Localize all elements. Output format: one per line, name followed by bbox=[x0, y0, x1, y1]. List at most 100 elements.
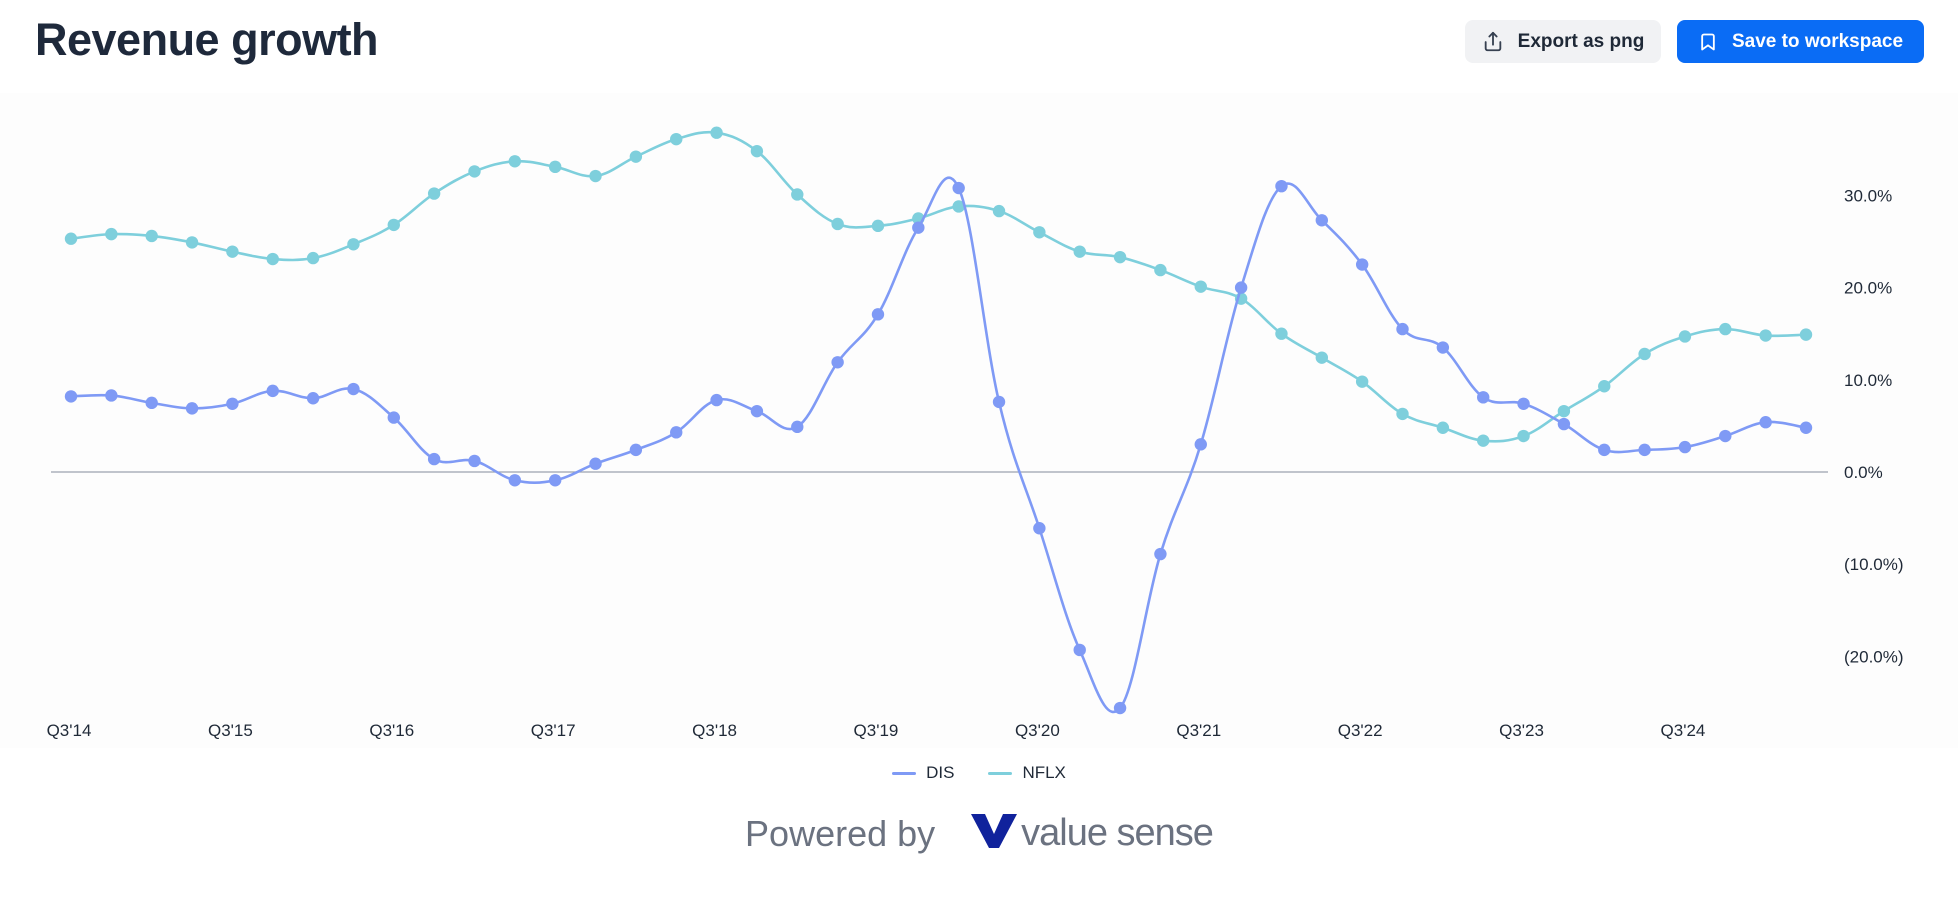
legend-swatch-dis bbox=[892, 771, 917, 775]
x-tick-label: Q3'20 bbox=[1015, 721, 1060, 740]
data-point-dis bbox=[1557, 417, 1571, 431]
data-point-dis bbox=[1598, 443, 1611, 457]
data-point-nflx bbox=[226, 245, 239, 258]
data-point-dis bbox=[226, 397, 239, 410]
data-point-nflx bbox=[1396, 407, 1409, 421]
data-point-nflx bbox=[710, 126, 723, 139]
data-point-dis bbox=[629, 443, 643, 457]
chart-legend: DIS NFLX bbox=[0, 763, 1958, 783]
data-point-dis bbox=[710, 393, 723, 407]
data-point-dis bbox=[1113, 701, 1127, 715]
data-point-dis bbox=[1759, 416, 1772, 429]
data-point-dis bbox=[1315, 214, 1329, 227]
data-point-dis bbox=[670, 426, 683, 439]
data-point-dis bbox=[1033, 522, 1046, 535]
data-point-nflx bbox=[1113, 250, 1127, 264]
x-tick-label: Q3'22 bbox=[1338, 721, 1383, 740]
powered-by-footer: Powered by value sense bbox=[0, 812, 1958, 855]
data-point-nflx bbox=[1557, 404, 1571, 418]
data-point-dis bbox=[266, 384, 279, 398]
data-point-nflx bbox=[1033, 226, 1046, 239]
legend-label-nflx: NFLX bbox=[1022, 763, 1066, 782]
data-point-nflx bbox=[64, 232, 78, 245]
data-point-nflx bbox=[1678, 330, 1692, 343]
powered-by-text: Powered by bbox=[745, 812, 936, 854]
data-point-nflx bbox=[266, 252, 279, 266]
x-tick-label: Q3'24 bbox=[1661, 721, 1706, 740]
x-tick-label: Q3'17 bbox=[531, 721, 576, 740]
data-point-nflx bbox=[468, 165, 481, 178]
data-point-nflx bbox=[589, 169, 602, 183]
data-point-nflx bbox=[427, 187, 441, 200]
data-point-nflx bbox=[185, 236, 199, 249]
data-point-dis bbox=[750, 404, 764, 418]
legend-swatch-nflx bbox=[988, 771, 1013, 775]
data-point-nflx bbox=[1598, 380, 1611, 393]
series-line-nflx bbox=[70, 130, 1807, 443]
x-tick-label: Q3'23 bbox=[1499, 721, 1544, 740]
data-point-dis bbox=[1194, 438, 1207, 451]
data-point-nflx bbox=[548, 160, 562, 174]
brand-logo[interactable]: value sense bbox=[971, 812, 1214, 855]
data-point-dis bbox=[589, 457, 602, 470]
data-point-nflx bbox=[1315, 351, 1329, 364]
data-point-dis bbox=[1234, 281, 1248, 294]
x-tick-label: Q3'21 bbox=[1176, 721, 1221, 740]
data-point-dis bbox=[871, 308, 885, 321]
data-point-dis bbox=[64, 390, 78, 403]
data-point-nflx bbox=[1477, 434, 1490, 447]
data-point-nflx bbox=[871, 219, 885, 233]
export-png-button[interactable]: Export as png bbox=[1465, 20, 1661, 63]
data-point-nflx bbox=[105, 227, 118, 241]
x-tick-label: Q3'18 bbox=[692, 721, 737, 740]
x-tick-label: Q3'14 bbox=[47, 721, 92, 740]
data-point-nflx bbox=[952, 200, 965, 213]
export-png-label: Export as png bbox=[1517, 30, 1645, 52]
data-point-nflx bbox=[992, 204, 1006, 218]
data-point-nflx bbox=[1719, 322, 1732, 336]
legend-item-dis[interactable]: DIS bbox=[892, 763, 954, 783]
data-point-dis bbox=[145, 396, 158, 410]
save-to-workspace-label: Save to workspace bbox=[1731, 30, 1904, 52]
data-point-nflx bbox=[508, 155, 522, 168]
x-tick-label: Q3'19 bbox=[854, 721, 899, 740]
brand-name: value sense bbox=[1021, 812, 1214, 854]
data-point-nflx bbox=[1355, 375, 1369, 388]
data-point-dis bbox=[1073, 643, 1086, 657]
data-point-nflx bbox=[306, 251, 320, 265]
page-title: Revenue growth bbox=[35, 14, 379, 65]
data-point-dis bbox=[912, 221, 925, 234]
save-to-workspace-button[interactable]: Save to workspace bbox=[1677, 20, 1924, 63]
data-point-dis bbox=[508, 474, 522, 487]
data-point-dis bbox=[791, 420, 804, 434]
data-point-nflx bbox=[145, 229, 158, 243]
y-tick-label: (10.0%) bbox=[1844, 555, 1904, 574]
data-point-dis bbox=[831, 356, 844, 369]
data-point-nflx bbox=[347, 238, 360, 251]
data-point-nflx bbox=[670, 132, 683, 146]
data-point-dis bbox=[468, 454, 481, 468]
data-point-dis bbox=[185, 402, 199, 415]
y-tick-label: 0.0% bbox=[1844, 463, 1883, 482]
y-tick-label: 30.0% bbox=[1844, 186, 1892, 205]
data-point-dis bbox=[1678, 440, 1692, 454]
legend-label-dis: DIS bbox=[926, 763, 955, 782]
data-point-nflx bbox=[1436, 421, 1450, 434]
data-point-nflx bbox=[1799, 328, 1813, 341]
data-point-dis bbox=[387, 411, 400, 424]
data-point-nflx bbox=[750, 144, 764, 158]
plot-area bbox=[0, 93, 1958, 748]
data-point-dis bbox=[1275, 179, 1288, 193]
data-point-dis bbox=[548, 474, 562, 487]
data-point-nflx bbox=[1517, 429, 1530, 443]
series-line-dis bbox=[70, 176, 1807, 714]
x-tick-label: Q3'15 bbox=[208, 721, 253, 740]
data-point-nflx bbox=[831, 217, 844, 231]
data-point-dis bbox=[1719, 429, 1732, 443]
data-point-dis bbox=[1638, 443, 1651, 457]
upload-icon bbox=[1482, 31, 1504, 53]
data-point-nflx bbox=[1759, 329, 1772, 342]
data-point-dis bbox=[1517, 397, 1530, 410]
y-tick-label: 10.0% bbox=[1844, 371, 1892, 390]
legend-item-nflx[interactable]: NFLX bbox=[988, 763, 1066, 783]
